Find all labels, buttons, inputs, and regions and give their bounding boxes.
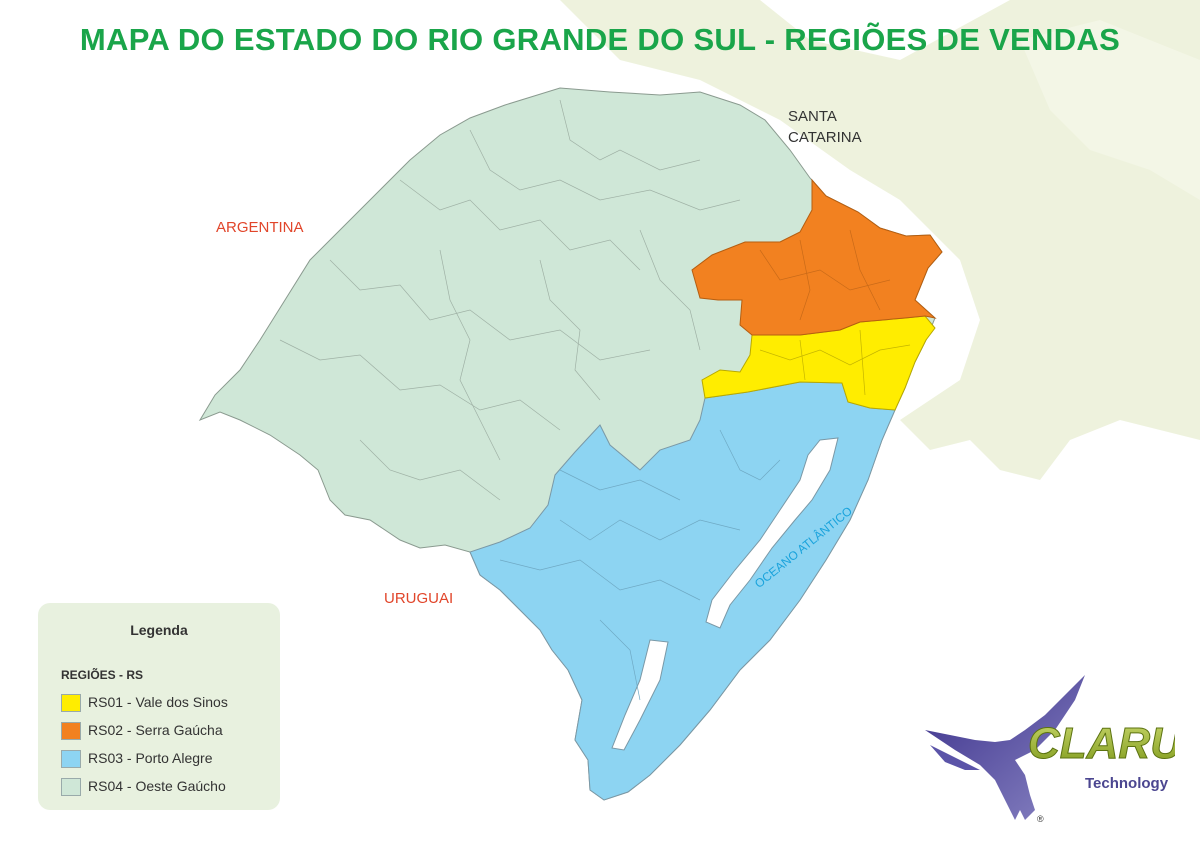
municipality-borders — [279, 99, 741, 501]
lagoon — [705, 437, 839, 629]
legend-label-rs01: RS01 - Vale dos Sinos — [88, 694, 228, 710]
label-santa-catarina: SANTA CATARINA — [788, 106, 862, 148]
label-argentina: ARGENTINA — [216, 219, 304, 236]
logo-sub-text: Technology — [1085, 775, 1169, 792]
region-rs02-serra-gaucha[interactable] — [691, 178, 943, 336]
lagoon-mirim — [611, 639, 669, 751]
legend-swatch-rs01 — [61, 694, 81, 712]
legend-subtitle: REGIÕES - RS — [61, 668, 144, 682]
legend-title: Legenda — [130, 622, 188, 638]
municipality-borders-yellow — [759, 329, 911, 396]
legend-label-rs03: RS03 - Porto Alegre — [88, 750, 213, 766]
eagle-watermark — [560, 0, 1200, 480]
municipality-borders-orange — [759, 229, 891, 321]
legend-swatch-rs04 — [61, 778, 81, 796]
legend-label-rs02: RS02 - Serra Gaúcha — [88, 722, 223, 738]
legend-swatch-rs03 — [61, 750, 81, 768]
legend-label-rs04: RS04 - Oeste Gaúcho — [88, 778, 226, 794]
logo-registered-mark: ® — [1037, 814, 1044, 824]
logo-brand-text: CLARUS — [1028, 719, 1175, 768]
legend-panel: Legenda REGIÕES - RS RS01 - Vale dos Sin… — [38, 603, 280, 810]
label-santa-catarina-line2: CATARINA — [788, 129, 862, 146]
label-santa-catarina-line1: SANTA — [788, 108, 837, 125]
legend-swatch-rs02 — [61, 722, 81, 740]
page-title: MAPA DO ESTADO DO RIO GRANDE DO SUL - RE… — [79, 22, 1121, 57]
municipality-borders-blue — [499, 429, 781, 701]
eagle-logo-icon — [925, 675, 1085, 820]
clarus-logo: CLARUS Technology ® — [925, 675, 1175, 824]
label-uruguai: URUGUAI — [384, 590, 454, 607]
